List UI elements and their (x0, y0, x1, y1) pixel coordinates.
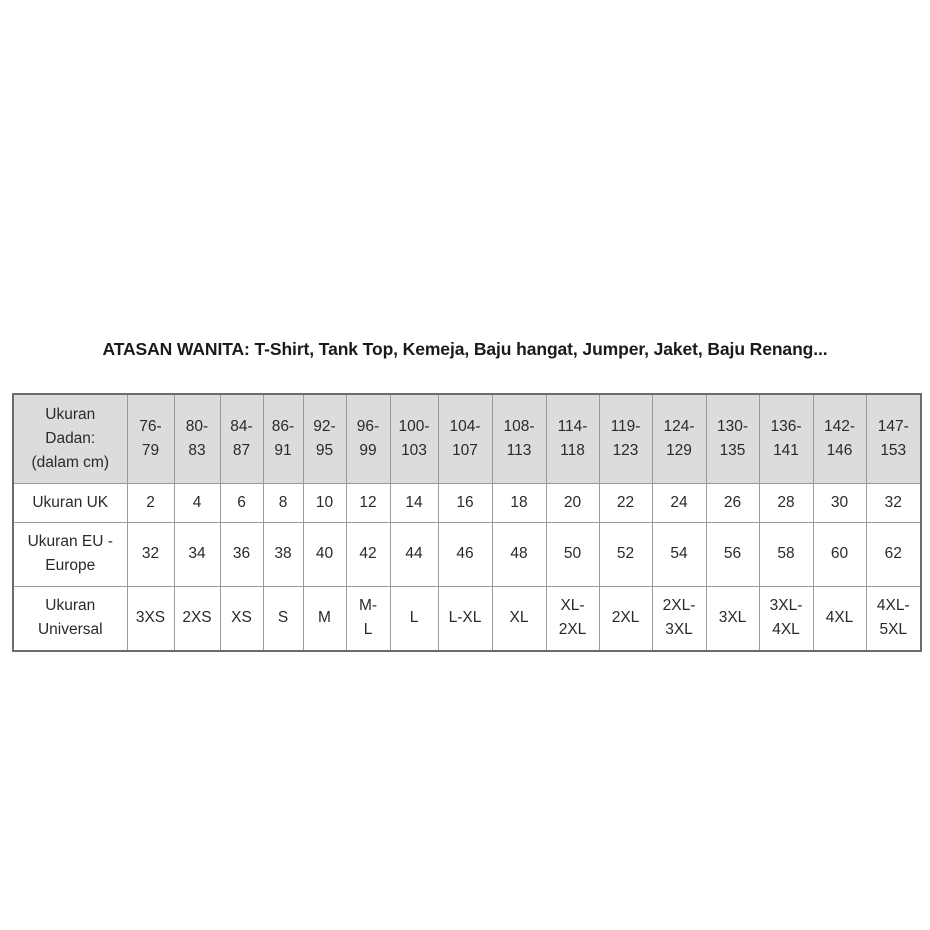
table-cell: 30 (812, 482, 867, 523)
table-cell: 24 (651, 482, 707, 523)
table-cell: 6 (219, 482, 264, 523)
table-cell: M- L (345, 585, 391, 652)
eu-size-row: Ukuran EU - Europe 32 34 36 38 40 42 44 46 48 50 52 5… (12, 521, 922, 587)
table-cell: 4XL- 5XL (865, 585, 922, 652)
table-cell: XS (219, 585, 264, 652)
table-cell: 58 (758, 521, 814, 587)
table-cell: 114- 118 (545, 393, 600, 484)
chest-size-row: Ukuran Dadan: (dalam cm) 76- 79 80- 83 84- 87 86-… (12, 393, 922, 484)
table-cell: 60 (812, 521, 867, 587)
row-label: Ukuran Universal (12, 585, 128, 652)
table-cell: 130- 135 (705, 393, 760, 484)
table-cell: 80- 83 (173, 393, 221, 484)
table-cell: 4 (173, 482, 221, 523)
size-chart-table: Ukuran Dadan: (dalam cm) 76- 79 80- 83 84- 87 86-… (12, 393, 922, 652)
table-cell: 92- 95 (302, 393, 347, 484)
table-cell: 8 (262, 482, 304, 523)
table-cell: 40 (302, 521, 347, 587)
table-cell: 10 (302, 482, 347, 523)
table-cell: L (389, 585, 439, 652)
row-label: Ukuran EU - Europe (12, 521, 128, 587)
table-cell: 32 (126, 521, 175, 587)
table-cell: 22 (598, 482, 653, 523)
universal-size-row: Ukuran Universal 3XS 2XS XS S M M- L L L-XL XL XL- 2X… (12, 585, 922, 652)
row-label: Ukuran UK (12, 482, 128, 523)
table-cell: XL- 2XL (545, 585, 600, 652)
table-cell: 4XL (812, 585, 867, 652)
table-cell: M (302, 585, 347, 652)
table-cell: 3XL (705, 585, 760, 652)
table-cell: 2XL (598, 585, 653, 652)
table-cell: 2XL- 3XL (651, 585, 707, 652)
table-cell: L-XL (437, 585, 493, 652)
table-cell: 119- 123 (598, 393, 653, 484)
table-cell: S (262, 585, 304, 652)
table-cell: 26 (705, 482, 760, 523)
table-cell: 18 (491, 482, 547, 523)
table-cell: 44 (389, 521, 439, 587)
table-cell: 86- 91 (262, 393, 304, 484)
row-label: Ukuran Dadan: (dalam cm) (12, 393, 128, 484)
table-cell: 54 (651, 521, 707, 587)
table-cell: 3XL- 4XL (758, 585, 814, 652)
table-cell: 3XS (126, 585, 175, 652)
table-cell: 14 (389, 482, 439, 523)
table-cell: 42 (345, 521, 391, 587)
table-cell: 38 (262, 521, 304, 587)
table-cell: 142- 146 (812, 393, 867, 484)
table-cell: 96- 99 (345, 393, 391, 484)
table-cell: 108- 113 (491, 393, 547, 484)
table-cell: 124- 129 (651, 393, 707, 484)
table-cell: 28 (758, 482, 814, 523)
table-cell: 100- 103 (389, 393, 439, 484)
table-cell: XL (491, 585, 547, 652)
table-cell: 48 (491, 521, 547, 587)
table-cell: 147- 153 (865, 393, 922, 484)
table-cell: 136- 141 (758, 393, 814, 484)
table-cell: 46 (437, 521, 493, 587)
table-cell: 16 (437, 482, 493, 523)
table-cell: 76- 79 (126, 393, 175, 484)
table-cell: 34 (173, 521, 221, 587)
table-cell: 104- 107 (437, 393, 493, 484)
table-cell: 32 (865, 482, 922, 523)
table-cell: 50 (545, 521, 600, 587)
table-cell: 84- 87 (219, 393, 264, 484)
table-cell: 62 (865, 521, 922, 587)
table-cell: 36 (219, 521, 264, 587)
uk-size-row: Ukuran UK 2 4 6 8 10 12 14 16 18 20 22 24 26 28 30 32 (12, 482, 922, 523)
table-cell: 56 (705, 521, 760, 587)
table-cell: 12 (345, 482, 391, 523)
table-cell: 20 (545, 482, 600, 523)
table-cell: 2 (126, 482, 175, 523)
table-cell: 52 (598, 521, 653, 587)
page-title: ATASAN WANITA: T-Shirt, Tank Top, Kemeja… (102, 339, 828, 359)
table-cell: 2XS (173, 585, 221, 652)
